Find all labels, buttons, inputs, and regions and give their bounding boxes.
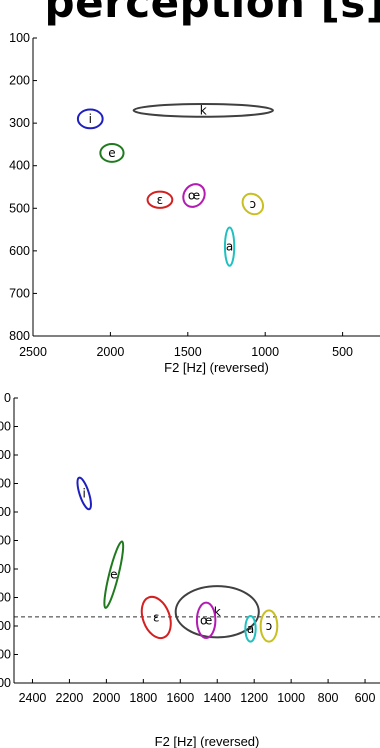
page-title: perception [s] (44, 0, 380, 27)
vowel-ellipse (259, 609, 279, 643)
vowel-ellipse-group (182, 183, 206, 208)
vowel-ellipse (140, 595, 172, 640)
y-tick-label: 800 (0, 619, 11, 633)
vowel-ellipse-group (140, 595, 172, 640)
vowel-ellipse-group (241, 192, 265, 216)
x-tick-label: 1800 (129, 691, 157, 705)
x-tick-label: 600 (355, 691, 376, 705)
y-tick-label: 100 (0, 420, 11, 434)
vowel-ellipse-group (76, 108, 104, 130)
vowel-ellipse-group (146, 190, 174, 209)
vowel-ellipse (132, 102, 274, 118)
vowel-label: ɔ (266, 619, 273, 633)
vowel-ellipse (103, 540, 125, 609)
y-tick-label: 600 (0, 562, 11, 576)
vowel-ellipse-group (223, 226, 236, 267)
vowel-ellipse-group (174, 585, 260, 639)
y-tick-label: 500 (0, 534, 11, 548)
chart-bottom-y-ticks: 0 100 200 300 400 500 600 700 800 900 1000 (0, 391, 18, 690)
vowel-label: k (214, 605, 221, 619)
vowel-ellipse-group (76, 476, 92, 511)
y-tick-label: 400 (0, 505, 11, 519)
vowel-ellipse (223, 226, 236, 267)
y-tick-label: 700 (0, 591, 11, 605)
y-tick-label: 900 (0, 648, 11, 662)
vowel-label: ɛ (157, 193, 164, 207)
vowel-label: a (247, 622, 254, 636)
vowel-label: i (83, 486, 86, 500)
vowel-label: a (226, 240, 233, 254)
chart-top-y-ticks: 100 200 300 400 500 600 700 800 (9, 31, 37, 343)
vowel-label: k (200, 103, 207, 117)
y-tick-label: 500 (9, 201, 30, 215)
chart-top: i e k ɛ œ ɔ a 2500 2000 1500 1000 500 100 200 300 400… (9, 31, 380, 375)
y-tick-label: 300 (9, 116, 30, 130)
x-tick-label: 800 (318, 691, 339, 705)
y-tick-label: 400 (9, 159, 30, 173)
x-tick-label: 1200 (240, 691, 268, 705)
vowel-ellipse (195, 601, 217, 639)
vowel-label: i (89, 112, 92, 126)
vowel-label: ɔ (250, 197, 257, 211)
chart-bottom-ellipses: i e k ɛ œ a ɔ (76, 476, 279, 643)
vowel-ellipse (76, 476, 92, 511)
chart-bottom-x-axis-title: F2 [Hz] (reversed) (155, 734, 260, 748)
x-tick-label: 2200 (56, 691, 84, 705)
vowel-ellipse (99, 143, 125, 163)
vowel-ellipse-group (259, 609, 279, 643)
vowel-label: e (108, 146, 115, 160)
vowel-ellipse-group (244, 615, 257, 643)
vowel-ellipse-group (195, 601, 217, 639)
y-tick-label: 300 (0, 477, 11, 491)
y-tick-label: 200 (9, 74, 30, 88)
x-tick-label: 2500 (19, 345, 47, 359)
vowel-ellipse (244, 615, 257, 643)
vowel-ellipse (182, 183, 206, 208)
vowel-ellipse (241, 192, 265, 216)
vowel-label: e (110, 568, 117, 582)
y-tick-label: 1000 (0, 676, 11, 690)
vowel-ellipse-group (103, 540, 125, 609)
y-tick-label: 0 (4, 391, 11, 405)
x-tick-label: 500 (332, 345, 353, 359)
x-tick-label: 1000 (251, 345, 279, 359)
vowel-label: œ (188, 189, 200, 203)
chart-top-x-axis-title: F2 [Hz] (reversed) (164, 360, 269, 375)
y-tick-label: 200 (0, 448, 11, 462)
x-tick-label: 1000 (277, 691, 305, 705)
vowel-ellipse-group (132, 102, 274, 118)
y-tick-label: 600 (9, 244, 30, 258)
chart-bottom-x-ticks: 2400220020001800160014001200100080060040… (19, 679, 376, 705)
x-tick-label: 1400 (203, 691, 231, 705)
x-tick-label: 2400 (19, 691, 47, 705)
chart-top-x-ticks: 2500 2000 1500 1000 500 (19, 332, 353, 359)
vowel-ellipse-group (99, 143, 125, 163)
x-tick-label: 2000 (96, 345, 124, 359)
x-tick-label: 1500 (174, 345, 202, 359)
y-tick-label: 700 (9, 286, 30, 300)
vowel-ellipse (174, 585, 260, 639)
x-tick-label: 1600 (166, 691, 194, 705)
x-tick-label: 2000 (92, 691, 120, 705)
y-tick-label: 800 (9, 329, 30, 343)
y-tick-label: 100 (9, 31, 30, 45)
vowel-ellipse (76, 108, 104, 130)
vowel-label: œ (200, 613, 212, 627)
vowel-label: ɛ (153, 610, 160, 624)
vowel-ellipse (146, 190, 174, 209)
chart-top-ellipses: i e k ɛ œ ɔ a (76, 102, 274, 267)
